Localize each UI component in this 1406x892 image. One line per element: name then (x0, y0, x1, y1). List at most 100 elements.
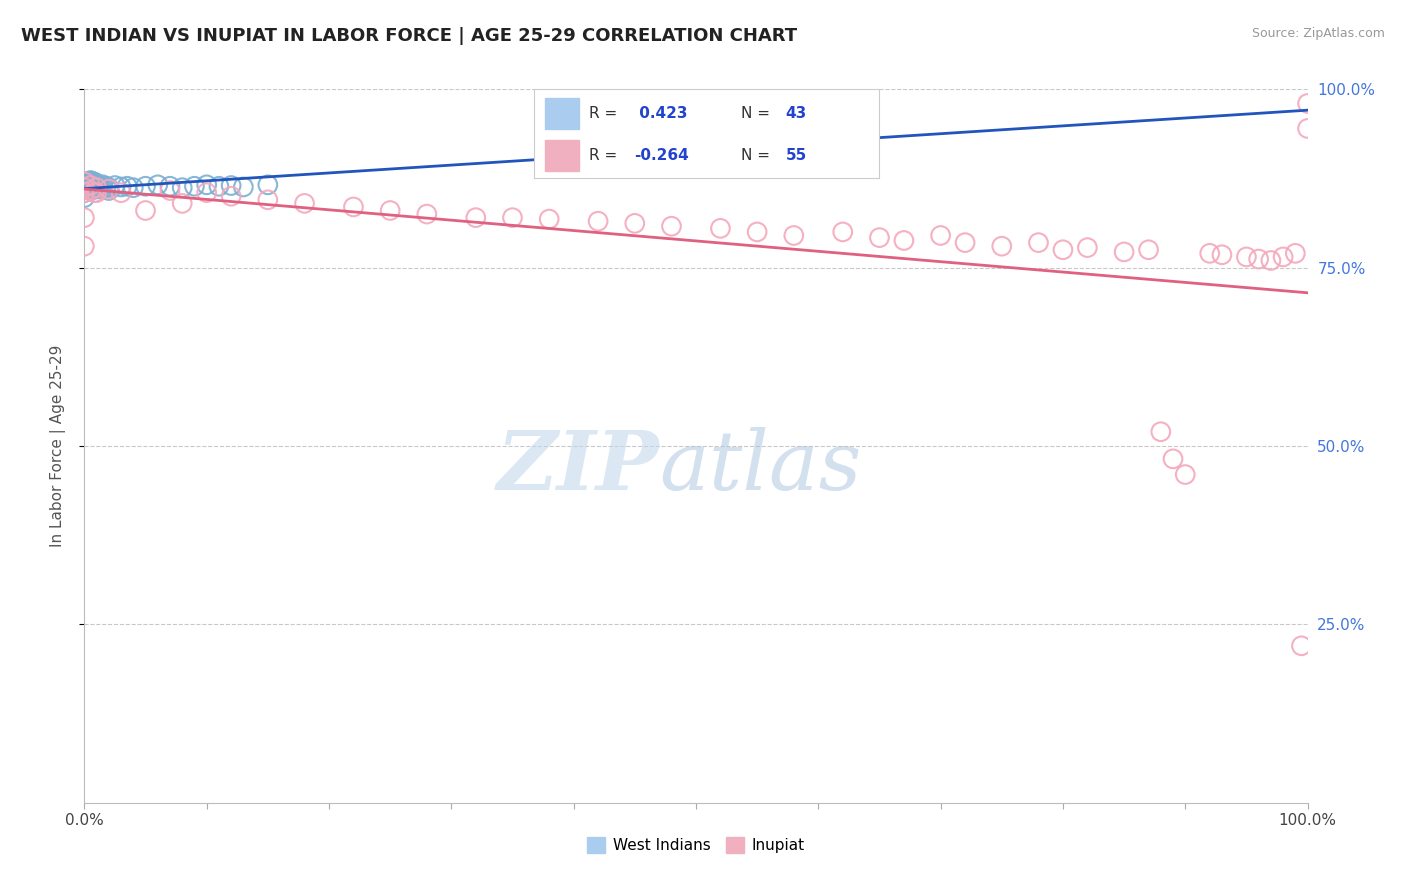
Point (83, 175, 105, 189)
Point (1260, 253, 1282, 268)
Point (747, 225, 769, 239)
Point (1272, 250, 1295, 264)
Point (82, 176, 104, 190)
Point (77, 178, 100, 193)
Point (79, 184, 101, 198)
Bar (544, 140, 579, 171)
Point (183, 179, 205, 194)
Point (1296, 96, 1319, 111)
Point (416, 207, 439, 221)
Point (929, 228, 952, 243)
Point (79, 179, 101, 194)
Point (86, 180, 108, 194)
Point (80, 174, 103, 188)
Point (159, 179, 181, 194)
Point (893, 234, 915, 248)
Point (709, 221, 731, 235)
Point (97, 182, 120, 196)
Point (87, 178, 110, 193)
Point (84, 182, 107, 196)
Point (79, 184, 101, 198)
Point (96, 179, 118, 194)
Y-axis label: In Labor Force | Age 25-29: In Labor Force | Age 25-29 (51, 345, 66, 547)
Point (135, 179, 157, 194)
Text: atlas: atlas (659, 427, 862, 508)
Text: Source: ZipAtlas.com: Source: ZipAtlas.com (1251, 27, 1385, 40)
Point (146, 178, 169, 192)
Text: N =: N = (741, 106, 770, 121)
Point (1174, 467, 1197, 482)
Point (586, 214, 609, 228)
Point (73, 191, 96, 205)
Point (73, 186, 96, 200)
Point (1236, 250, 1258, 264)
Point (80, 178, 103, 192)
Bar (544, 98, 579, 129)
Point (83, 180, 105, 194)
Text: -0.264: -0.264 (634, 148, 689, 163)
Legend: West Indians, Inupiat: West Indians, Inupiat (581, 831, 811, 859)
Point (86, 180, 108, 194)
Point (89, 180, 111, 194)
Point (1247, 252, 1270, 266)
Point (73, 186, 96, 200)
Point (1076, 241, 1098, 255)
Point (257, 193, 280, 207)
Text: N =: N = (741, 148, 770, 163)
Point (195, 178, 218, 192)
Point (1052, 243, 1074, 257)
Text: ZIP: ZIP (496, 427, 659, 508)
Text: R =: R = (589, 106, 617, 121)
Text: R =: R = (589, 148, 617, 163)
Point (257, 178, 280, 192)
Point (110, 180, 132, 194)
Point (73, 211, 96, 225)
Point (1150, 425, 1173, 439)
Point (135, 203, 157, 218)
Point (1284, 246, 1306, 260)
Point (73, 239, 96, 253)
Point (1198, 246, 1220, 260)
Text: WEST INDIAN VS INUPIAT IN LABOR FORCE | AGE 25-29 CORRELATION CHART: WEST INDIAN VS INUPIAT IN LABOR FORCE | … (21, 27, 797, 45)
Point (783, 228, 806, 243)
Point (97, 184, 120, 198)
Point (86, 177, 108, 191)
Point (122, 180, 145, 194)
Point (464, 211, 486, 225)
Point (1028, 235, 1050, 250)
Point (661, 219, 683, 234)
Point (219, 178, 242, 193)
Point (110, 186, 132, 200)
Point (76, 175, 98, 189)
Point (869, 230, 891, 244)
Point (502, 211, 524, 225)
Point (342, 200, 364, 214)
Point (104, 178, 127, 193)
Point (73, 175, 96, 189)
Point (219, 189, 242, 203)
Point (685, 132, 707, 146)
Point (159, 184, 181, 198)
Point (172, 180, 194, 194)
Point (87, 179, 110, 194)
Point (380, 203, 402, 218)
Point (1114, 244, 1136, 259)
Point (172, 196, 194, 211)
Point (624, 216, 647, 230)
Point (91, 178, 114, 192)
Point (1291, 639, 1313, 653)
Point (1161, 451, 1184, 466)
Point (294, 196, 316, 211)
Text: 55: 55 (786, 148, 807, 163)
Point (86, 186, 108, 200)
Point (84, 178, 107, 192)
Point (83, 186, 105, 200)
Point (1296, 121, 1319, 136)
Point (195, 186, 218, 200)
Point (1211, 248, 1233, 262)
Point (79, 178, 101, 193)
Text: 43: 43 (786, 106, 807, 121)
Point (91, 182, 114, 196)
Point (991, 239, 1014, 253)
Point (73, 180, 96, 194)
